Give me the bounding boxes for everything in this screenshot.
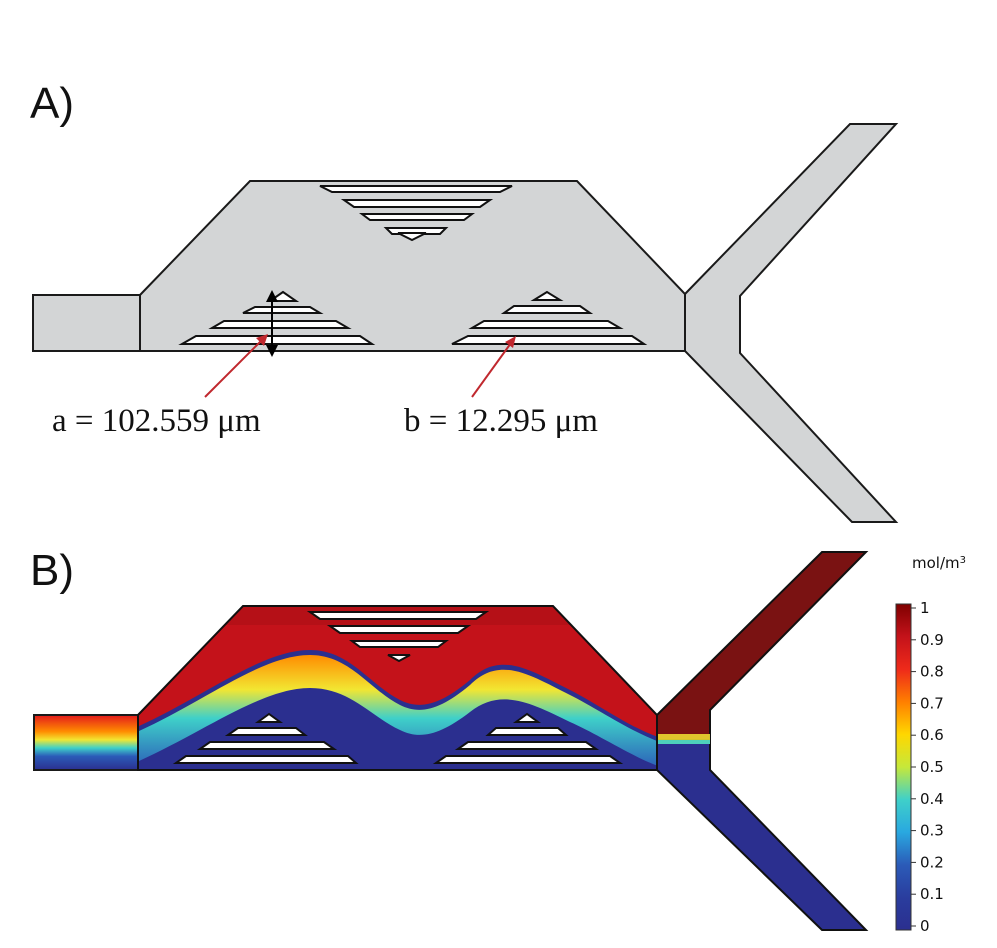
colorbar-tick-label: 0.4	[920, 790, 944, 808]
inlet-channel-a	[32, 294, 141, 352]
colorbar-tick-label: 0.9	[920, 631, 944, 649]
concentration-field	[138, 606, 657, 770]
colorbar-tick-label: 0.7	[920, 694, 944, 712]
red-pointer-arrow-a	[204, 334, 268, 398]
dimension-label-a: a = 102.559 μm	[52, 403, 261, 439]
baffles-top-b	[306, 611, 490, 663]
outlet-y-branch-a	[684, 123, 899, 523]
panel-a-label: A)	[30, 79, 74, 128]
panel-a-geometry	[32, 123, 899, 523]
dimension-arrow-a	[266, 290, 278, 357]
colorbar-tick-label: 0.1	[920, 885, 944, 903]
colorbar-tick-label: 0.3	[920, 822, 944, 840]
colorbar-tick-label: 0.8	[920, 663, 944, 681]
colorbar-ticks: 1 0.9 0.8 0.7 0.6 0.5 0.4 0.3 0.2 0.1 0	[911, 599, 944, 935]
baffles-left-b	[172, 712, 359, 764]
colorbar-tick-label: 0.2	[920, 853, 944, 871]
colorbar-tick-label: 0	[920, 917, 930, 935]
colorbar-unit: mol/m3	[912, 554, 966, 572]
dimension-label-b: b = 12.295 μm	[404, 403, 598, 439]
baffles-left-a	[178, 290, 376, 345]
panel-b-label: B)	[30, 546, 74, 595]
baffles-right-a	[451, 290, 648, 345]
baffles-right-b	[432, 712, 624, 764]
colorbar-tick-label: 1	[920, 599, 930, 617]
outlet-y-branch-b	[656, 551, 869, 931]
colorbar	[895, 603, 912, 931]
colorbar-tick-label: 0.5	[920, 758, 944, 776]
red-pointer-arrow-b	[471, 336, 516, 398]
inlet-channel-b	[33, 714, 139, 771]
colorbar-tick-label: 0.6	[920, 726, 944, 744]
baffles-top-a	[319, 185, 513, 242]
